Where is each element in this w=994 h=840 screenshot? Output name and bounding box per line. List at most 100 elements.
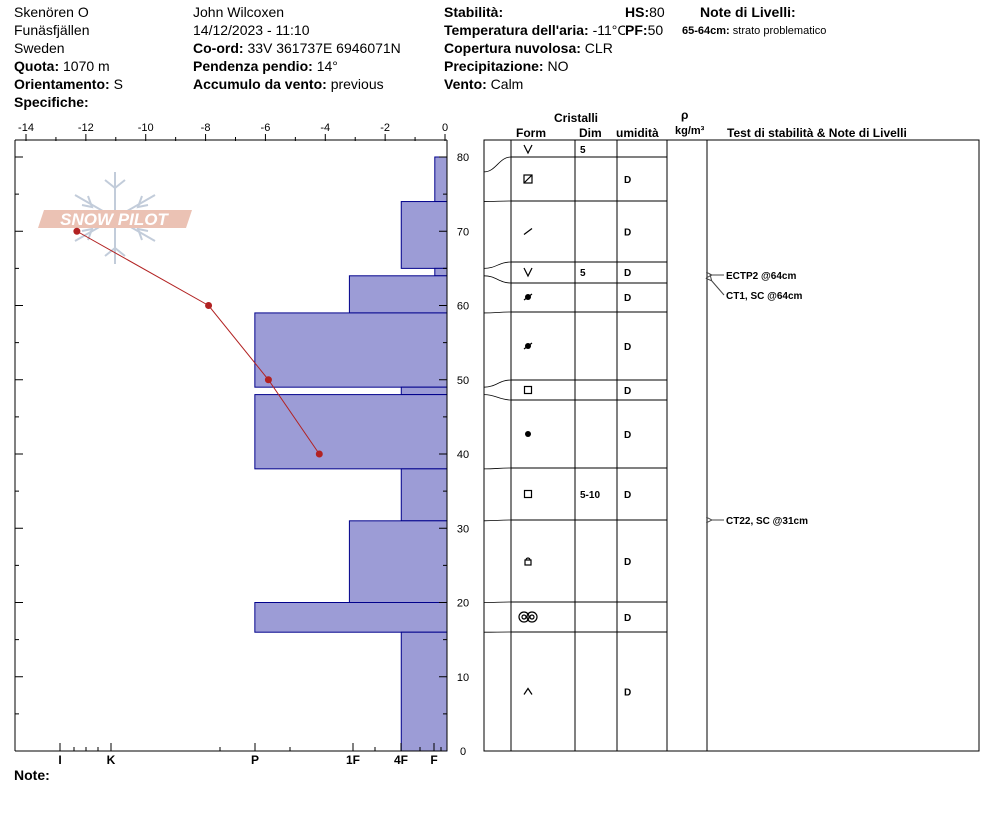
layer-note-text: strato problematico bbox=[732, 25, 827, 37]
air-temp-value: -11°C bbox=[592, 22, 628, 38]
layer-connector bbox=[483, 156, 512, 173]
hardness-bar bbox=[434, 267, 448, 277]
moisture-value: D bbox=[624, 342, 631, 353]
height-tick-label: 20 bbox=[457, 598, 469, 610]
moisture-header: umidità bbox=[616, 126, 659, 140]
form-slash-icon bbox=[523, 228, 533, 235]
layer-note: 65-64cm: strato problematico bbox=[682, 22, 826, 40]
stability-arrow bbox=[711, 280, 725, 296]
moisture-value: D bbox=[624, 228, 631, 239]
datetime: 14/12/2023 - 11:10 bbox=[193, 22, 310, 38]
precip-value: NO bbox=[547, 58, 569, 74]
slope-value: 14° bbox=[316, 58, 338, 74]
form-dot-slash-icon bbox=[523, 293, 533, 301]
hardness-bar bbox=[400, 468, 448, 522]
temperature-line bbox=[76, 230, 320, 455]
temperature-point bbox=[205, 302, 213, 309]
form-square-icon bbox=[523, 385, 533, 395]
layer-note-depth: 65-64cm: bbox=[682, 25, 730, 37]
height-tick-label: 10 bbox=[457, 672, 469, 684]
temp-tick-label: -4 bbox=[320, 122, 330, 134]
moisture-value: D bbox=[624, 613, 631, 624]
hardness-tick-label: F bbox=[430, 753, 437, 767]
layer-connector bbox=[483, 394, 512, 401]
form-dot-slash-icon bbox=[523, 342, 533, 350]
wind-label: Vento: bbox=[444, 76, 487, 92]
wind-value: Calm bbox=[490, 76, 524, 92]
aspect: Orientamento: S bbox=[14, 75, 123, 93]
elevation-value: 1070 m bbox=[63, 58, 110, 74]
form-header: Form bbox=[516, 126, 546, 140]
layer-connector bbox=[483, 275, 512, 284]
hardness-tick-label: K bbox=[107, 753, 116, 767]
crystal-size: 5 bbox=[580, 145, 586, 156]
height-tick-label: 60 bbox=[457, 301, 469, 313]
pf-value: 50 bbox=[647, 22, 664, 38]
observer: John Wilcoxen bbox=[193, 4, 285, 20]
form-double-ring-icon bbox=[518, 611, 530, 623]
hardness-bar bbox=[254, 394, 448, 470]
wind-load-value: previous bbox=[330, 76, 384, 92]
form-lock-icon bbox=[525, 557, 531, 561]
hardness-tick-label: 1F bbox=[346, 753, 360, 767]
hardness-bar bbox=[400, 631, 448, 752]
precip-label: Precipitazione: bbox=[444, 58, 544, 74]
hardness-bar bbox=[254, 312, 448, 388]
notes-label: Note: bbox=[14, 767, 50, 783]
moisture-value: D bbox=[624, 293, 631, 304]
hardness-tick-label: 4F bbox=[394, 753, 408, 767]
hs-label: HS: bbox=[625, 4, 650, 20]
temp-tick-label: -2 bbox=[380, 122, 390, 134]
wind-load: Accumulo da vento: previous bbox=[193, 75, 384, 93]
layer-connector bbox=[483, 519, 512, 522]
moisture-value: D bbox=[624, 557, 631, 568]
form-box-slash-icon bbox=[523, 174, 533, 184]
moisture-value: D bbox=[624, 175, 631, 186]
form-lock-icon bbox=[524, 559, 532, 566]
height-tick-label: 80 bbox=[457, 152, 469, 164]
form-box-slash-icon bbox=[523, 174, 533, 184]
wind: Vento: Calm bbox=[444, 75, 523, 93]
slope-label: Pendenza pendio: bbox=[193, 58, 313, 74]
temp-tick-label: 0 bbox=[442, 122, 448, 134]
size-header: Dim bbox=[579, 126, 602, 140]
moisture-value: D bbox=[624, 268, 631, 279]
stability-notes-header: Test di stabilità & Note di Livelli bbox=[727, 126, 907, 140]
location: Skenören O bbox=[14, 4, 89, 20]
precipitation: Precipitazione: NO bbox=[444, 57, 568, 75]
cloud-label: Copertura nuvolosa: bbox=[444, 40, 581, 56]
temp-tick-label: -14 bbox=[18, 122, 34, 134]
stability-test-label: CT22, SC @31cm bbox=[726, 516, 808, 527]
crystal-size: 5 bbox=[580, 268, 586, 279]
form-double-ring-icon bbox=[526, 611, 538, 623]
logo-text: SNOW PILOT bbox=[60, 210, 169, 229]
stability-test-label: ECTP2 @64cm bbox=[726, 271, 796, 282]
hs: HS:80 bbox=[625, 3, 665, 21]
hardness-bar bbox=[348, 520, 448, 604]
hardness-tick-label: P bbox=[251, 753, 259, 767]
form-v-icon bbox=[523, 144, 533, 155]
hardness-bar bbox=[400, 386, 448, 396]
wind-load-label: Accumulo da vento: bbox=[193, 76, 327, 92]
specifics-label: Specifiche: bbox=[14, 94, 89, 110]
hardness-bar bbox=[254, 602, 448, 633]
layer-connector bbox=[483, 601, 512, 603]
layer-connector bbox=[483, 467, 512, 470]
moisture-value: D bbox=[624, 490, 631, 501]
form-square-icon bbox=[523, 489, 533, 499]
layer-notes-label: Note di Livelli: bbox=[700, 4, 796, 20]
region: Funäsfjällen bbox=[14, 22, 90, 38]
height-tick-label: 40 bbox=[457, 449, 469, 461]
form-dot-icon bbox=[525, 431, 531, 437]
crystal-size: 5-10 bbox=[580, 490, 600, 501]
hardness-bar bbox=[400, 201, 448, 269]
coord-label: Co-ord: bbox=[193, 40, 244, 56]
coord-value: 33V 361737E 6946071N bbox=[247, 40, 401, 56]
temp-tick-label: -10 bbox=[138, 122, 154, 134]
temperature-point bbox=[264, 376, 272, 384]
layer-connector bbox=[483, 379, 512, 388]
elevation: Quota: 1070 m bbox=[14, 57, 110, 75]
logo-banner bbox=[38, 210, 192, 228]
stability-test-label: CT1, SC @64cm bbox=[726, 291, 803, 302]
